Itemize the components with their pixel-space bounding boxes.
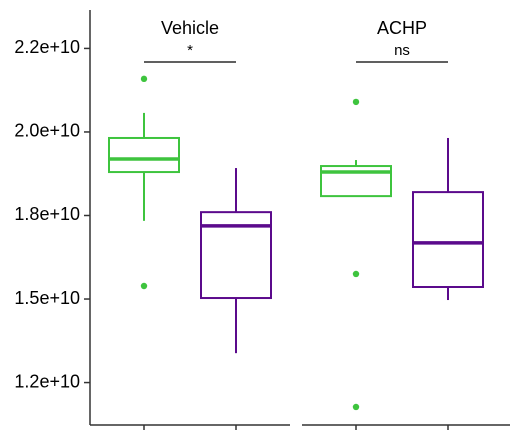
box (412, 191, 484, 289)
significance-label: * (187, 42, 193, 59)
outlier (140, 282, 148, 290)
box (320, 165, 392, 198)
y-tick-label: 2.2e+10 (14, 37, 80, 57)
outlier (352, 98, 360, 106)
significance-label: ns (394, 42, 410, 59)
box (108, 136, 180, 174)
outlier (352, 270, 360, 278)
y-tick-label: 1.5e+10 (14, 288, 80, 308)
outlier (140, 75, 148, 83)
y-tick-label: 2.0e+10 (14, 121, 80, 141)
panel-title: ACHP (377, 18, 427, 38)
panel-title: Vehicle (161, 18, 219, 38)
y-tick-label: 1.2e+10 (14, 371, 80, 391)
box (200, 211, 272, 300)
outlier (352, 403, 360, 411)
y-tick-label: 1.8e+10 (14, 204, 80, 224)
